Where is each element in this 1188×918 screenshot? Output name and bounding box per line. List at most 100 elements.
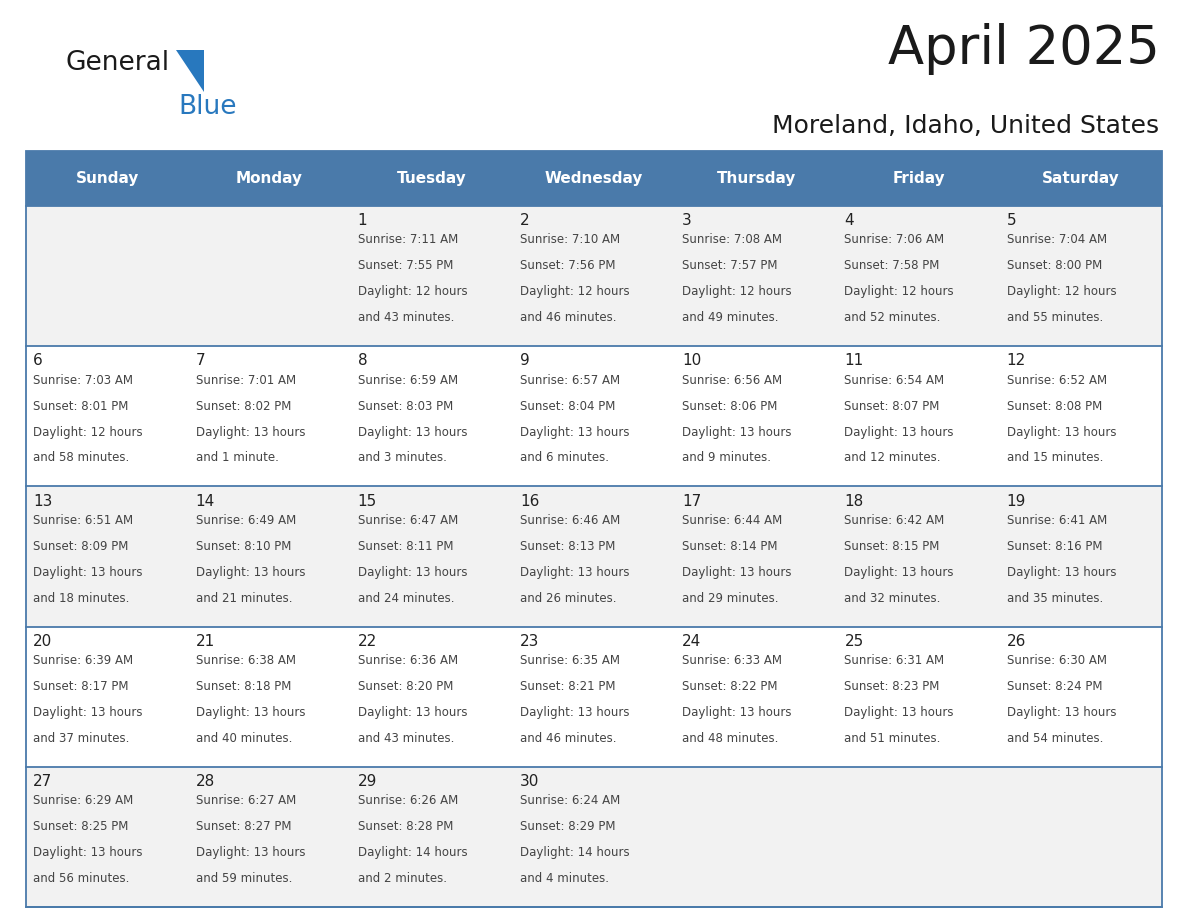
Text: Sunrise: 6:36 AM: Sunrise: 6:36 AM xyxy=(358,655,457,667)
Text: and 18 minutes.: and 18 minutes. xyxy=(33,592,129,605)
Bar xyxy=(513,206,675,346)
Text: and 35 minutes.: and 35 minutes. xyxy=(1006,592,1102,605)
Text: Daylight: 13 hours: Daylight: 13 hours xyxy=(358,565,467,578)
Text: and 46 minutes.: and 46 minutes. xyxy=(520,311,617,324)
Bar xyxy=(26,151,189,206)
Text: 17: 17 xyxy=(682,494,701,509)
Text: Sunrise: 6:31 AM: Sunrise: 6:31 AM xyxy=(845,655,944,667)
Text: Daylight: 12 hours: Daylight: 12 hours xyxy=(845,285,954,298)
Text: Sunrise: 6:51 AM: Sunrise: 6:51 AM xyxy=(33,514,133,527)
Text: 22: 22 xyxy=(358,634,377,649)
Text: Sunrise: 7:08 AM: Sunrise: 7:08 AM xyxy=(682,233,782,246)
Text: Sunset: 8:07 PM: Sunset: 8:07 PM xyxy=(845,399,940,412)
Text: 25: 25 xyxy=(845,634,864,649)
Text: and 3 minutes.: and 3 minutes. xyxy=(358,452,447,465)
Text: 26: 26 xyxy=(1006,634,1026,649)
Bar xyxy=(189,151,350,206)
Text: Sunset: 8:13 PM: Sunset: 8:13 PM xyxy=(520,540,615,553)
Text: Daylight: 14 hours: Daylight: 14 hours xyxy=(520,846,630,859)
Text: Sunrise: 7:04 AM: Sunrise: 7:04 AM xyxy=(1006,233,1107,246)
Text: and 51 minutes.: and 51 minutes. xyxy=(845,732,941,744)
Text: 28: 28 xyxy=(196,774,215,789)
Text: Sunset: 8:22 PM: Sunset: 8:22 PM xyxy=(682,680,778,693)
Text: Sunset: 8:11 PM: Sunset: 8:11 PM xyxy=(358,540,454,553)
Text: Sunset: 8:29 PM: Sunset: 8:29 PM xyxy=(520,821,615,834)
Text: Sunset: 8:06 PM: Sunset: 8:06 PM xyxy=(682,399,778,412)
Text: Sunset: 7:57 PM: Sunset: 7:57 PM xyxy=(682,260,778,273)
Text: 11: 11 xyxy=(845,353,864,368)
Text: Daylight: 13 hours: Daylight: 13 hours xyxy=(845,426,954,439)
Text: Sunrise: 6:57 AM: Sunrise: 6:57 AM xyxy=(520,374,620,386)
Text: Sunset: 7:56 PM: Sunset: 7:56 PM xyxy=(520,260,615,273)
Text: 6: 6 xyxy=(33,353,43,368)
Text: 16: 16 xyxy=(520,494,539,509)
Text: and 43 minutes.: and 43 minutes. xyxy=(358,732,454,744)
Text: 5: 5 xyxy=(1006,213,1017,229)
Text: and 40 minutes.: and 40 minutes. xyxy=(196,732,292,744)
Bar xyxy=(675,487,838,627)
Text: Daylight: 12 hours: Daylight: 12 hours xyxy=(33,426,143,439)
Text: Sunrise: 6:33 AM: Sunrise: 6:33 AM xyxy=(682,655,782,667)
Text: Sunrise: 7:10 AM: Sunrise: 7:10 AM xyxy=(520,233,620,246)
Text: Sunset: 8:01 PM: Sunset: 8:01 PM xyxy=(33,399,128,412)
Text: 21: 21 xyxy=(196,634,215,649)
Bar xyxy=(26,487,189,627)
Bar xyxy=(999,151,1162,206)
Text: Sunset: 8:14 PM: Sunset: 8:14 PM xyxy=(682,540,778,553)
Bar xyxy=(675,206,838,346)
Text: and 58 minutes.: and 58 minutes. xyxy=(33,452,129,465)
Text: Wednesday: Wednesday xyxy=(545,171,643,186)
Text: Sunset: 8:04 PM: Sunset: 8:04 PM xyxy=(520,399,615,412)
Bar xyxy=(189,627,350,767)
Bar xyxy=(189,206,350,346)
Text: April 2025: April 2025 xyxy=(887,23,1159,75)
Bar xyxy=(513,346,675,487)
Text: Sunset: 8:24 PM: Sunset: 8:24 PM xyxy=(1006,680,1102,693)
Text: Sunrise: 6:30 AM: Sunrise: 6:30 AM xyxy=(1006,655,1107,667)
Bar xyxy=(189,767,350,907)
Text: Daylight: 13 hours: Daylight: 13 hours xyxy=(1006,565,1117,578)
Bar xyxy=(999,346,1162,487)
Bar xyxy=(675,346,838,487)
Text: and 48 minutes.: and 48 minutes. xyxy=(682,732,778,744)
Bar xyxy=(838,206,999,346)
Text: and 1 minute.: and 1 minute. xyxy=(196,452,278,465)
Bar xyxy=(838,346,999,487)
Text: 8: 8 xyxy=(358,353,367,368)
Text: Sunset: 8:02 PM: Sunset: 8:02 PM xyxy=(196,399,291,412)
Text: Sunset: 8:10 PM: Sunset: 8:10 PM xyxy=(196,540,291,553)
Text: and 2 minutes.: and 2 minutes. xyxy=(358,872,447,885)
Text: Sunset: 7:58 PM: Sunset: 7:58 PM xyxy=(845,260,940,273)
Bar xyxy=(999,767,1162,907)
Text: Sunrise: 6:24 AM: Sunrise: 6:24 AM xyxy=(520,794,620,807)
Bar xyxy=(675,627,838,767)
Bar xyxy=(26,627,189,767)
Text: Sunset: 8:08 PM: Sunset: 8:08 PM xyxy=(1006,399,1102,412)
Text: Friday: Friday xyxy=(892,171,944,186)
Text: and 37 minutes.: and 37 minutes. xyxy=(33,732,129,744)
Text: Sunday: Sunday xyxy=(76,171,139,186)
Text: Daylight: 13 hours: Daylight: 13 hours xyxy=(196,426,305,439)
Text: 23: 23 xyxy=(520,634,539,649)
Text: Sunrise: 7:03 AM: Sunrise: 7:03 AM xyxy=(33,374,133,386)
Text: and 29 minutes.: and 29 minutes. xyxy=(682,592,779,605)
Text: Sunset: 7:55 PM: Sunset: 7:55 PM xyxy=(358,260,453,273)
Text: 18: 18 xyxy=(845,494,864,509)
Text: 19: 19 xyxy=(1006,494,1026,509)
Text: Sunrise: 6:47 AM: Sunrise: 6:47 AM xyxy=(358,514,459,527)
Text: and 9 minutes.: and 9 minutes. xyxy=(682,452,771,465)
Text: Tuesday: Tuesday xyxy=(397,171,467,186)
Text: and 26 minutes.: and 26 minutes. xyxy=(520,592,617,605)
Text: and 46 minutes.: and 46 minutes. xyxy=(520,732,617,744)
Text: Sunset: 8:17 PM: Sunset: 8:17 PM xyxy=(33,680,128,693)
Text: 3: 3 xyxy=(682,213,691,229)
Text: Sunset: 8:00 PM: Sunset: 8:00 PM xyxy=(1006,260,1102,273)
Text: Daylight: 13 hours: Daylight: 13 hours xyxy=(358,706,467,719)
Text: 30: 30 xyxy=(520,774,539,789)
Text: Daylight: 13 hours: Daylight: 13 hours xyxy=(520,706,630,719)
Text: Sunrise: 6:38 AM: Sunrise: 6:38 AM xyxy=(196,655,296,667)
Text: Sunrise: 6:59 AM: Sunrise: 6:59 AM xyxy=(358,374,457,386)
Text: Sunset: 8:15 PM: Sunset: 8:15 PM xyxy=(845,540,940,553)
Text: Daylight: 13 hours: Daylight: 13 hours xyxy=(1006,426,1117,439)
Bar xyxy=(350,206,513,346)
